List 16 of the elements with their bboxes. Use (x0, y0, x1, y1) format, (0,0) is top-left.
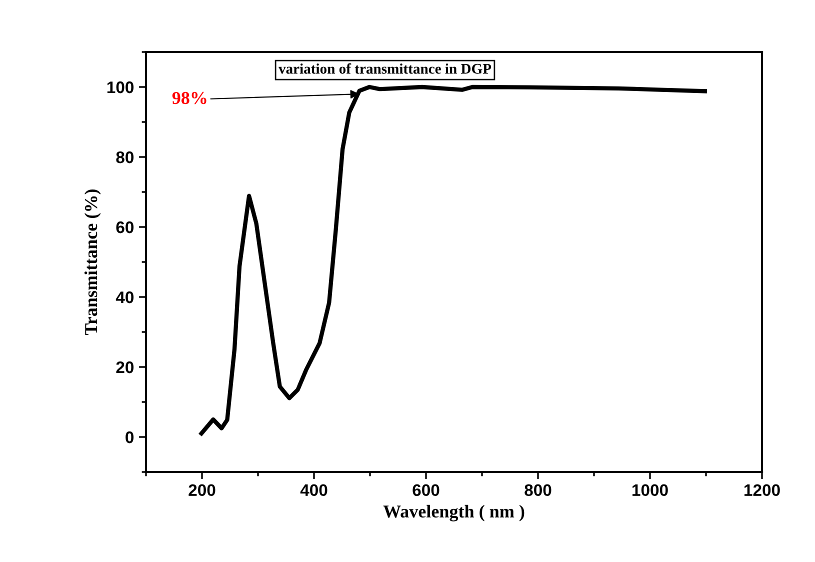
y-tick-label: 60 (116, 221, 134, 234)
x-tick-label: 400 (300, 484, 328, 496)
y-axis-title: Transmittance (%) (84, 189, 101, 336)
x-tick-label: 200 (188, 484, 216, 496)
x-tick-label: 800 (524, 484, 552, 496)
y-tick-label: 100 (107, 81, 134, 94)
y-tick-label: 20 (116, 361, 134, 374)
annotation: variation of transmittance in DGP (278, 63, 492, 74)
x-tick-label: 1200 (744, 484, 780, 496)
x-tick-label: 1000 (632, 484, 668, 496)
annotation: 98% (172, 92, 206, 104)
y-tick-label: 0 (126, 431, 134, 444)
x-tick-label: 600 (412, 484, 440, 496)
x-axis-title: Wavelength ( nm ) (383, 504, 524, 522)
y-tick-label: 40 (116, 291, 134, 304)
y-tick-label: 80 (116, 151, 134, 164)
